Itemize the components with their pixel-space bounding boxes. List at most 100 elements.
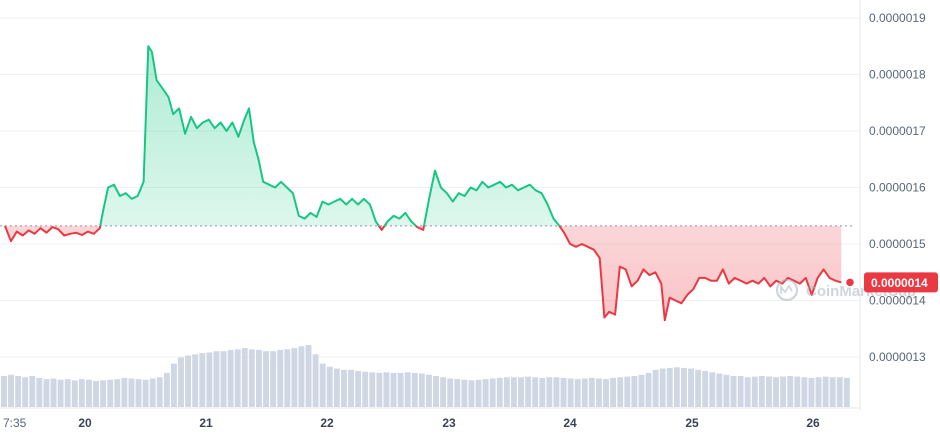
volume-bar — [362, 371, 369, 407]
volume-bar — [149, 378, 156, 407]
volume-bar — [241, 348, 248, 407]
volume-bar — [433, 376, 439, 407]
volume-bar — [702, 371, 709, 407]
volume-bar — [171, 363, 177, 407]
current-price-tag: 0.0000014 — [864, 272, 938, 293]
volume-bar — [397, 372, 404, 407]
volume-bar — [284, 349, 291, 407]
volume-bar — [532, 377, 539, 407]
current-price-badge — [864, 272, 938, 293]
volume-bar — [603, 379, 609, 407]
volume-bar — [503, 377, 510, 407]
volume-bar — [610, 377, 617, 407]
volume-bar — [773, 377, 779, 407]
volume-bar — [737, 376, 744, 407]
volume-bar — [305, 345, 312, 407]
volume-bar — [546, 377, 553, 407]
price-area-down — [5, 225, 842, 321]
volume-bar — [489, 378, 496, 407]
volume-bar — [659, 368, 666, 407]
volume-bar — [511, 377, 517, 407]
volume-bar — [185, 355, 192, 407]
volume-bar — [440, 377, 447, 407]
volume-bar — [581, 378, 588, 407]
volume-bar — [100, 380, 107, 407]
volume-bar — [107, 379, 114, 407]
volume-bar — [128, 378, 135, 407]
volume-bar — [631, 376, 638, 407]
volume-bar — [624, 376, 631, 407]
volume-bar — [277, 349, 284, 407]
y-tick-label: 0.0000017 — [869, 124, 926, 138]
y-axis: 0.0000013 0.0000014 0.0000015 0.0000016 0.00… — [869, 11, 926, 364]
volume-bar — [822, 376, 829, 407]
volume-bar — [751, 376, 758, 407]
x-tick-label: 25 — [685, 416, 699, 430]
volume-bar — [248, 349, 255, 407]
volume-bar — [411, 372, 418, 407]
volume-bar — [518, 377, 524, 407]
price-line-up — [4, 45, 561, 226]
volume-bar — [808, 377, 815, 407]
volume-bar — [418, 373, 425, 407]
volume-bar — [404, 372, 411, 407]
volume-bar — [227, 349, 234, 407]
volume-bar — [142, 379, 149, 407]
volume-bar — [213, 351, 220, 407]
volume-bar — [723, 374, 730, 407]
volume-bar — [553, 377, 560, 407]
volume-bar — [192, 354, 199, 407]
y-tick-label: 0.0000016 — [869, 181, 926, 195]
volume-bar — [780, 376, 787, 407]
volume-bar — [341, 369, 347, 407]
volume-bar — [298, 346, 305, 407]
volume-bar — [263, 351, 269, 407]
volume-bar — [8, 374, 14, 407]
volume-bar — [588, 377, 595, 407]
volume-bar — [71, 380, 78, 407]
volume-bar — [333, 368, 340, 407]
y-tick-label: 0.0000019 — [869, 11, 926, 25]
volume-bar — [843, 377, 850, 407]
volume-bar — [666, 367, 673, 407]
volume-bar — [673, 367, 680, 407]
volume-bar — [482, 379, 489, 407]
volume-bar — [596, 378, 602, 407]
volume-bar — [716, 373, 723, 407]
volume-bar — [376, 372, 383, 407]
volume-bar — [43, 379, 50, 407]
volume-bar — [617, 377, 624, 407]
volume-bar — [383, 372, 390, 407]
x-tick-label: 23 — [442, 416, 456, 430]
volume-bar — [199, 353, 206, 407]
y-tick-label: 0.0000013 — [869, 350, 926, 364]
volume-bar — [57, 379, 64, 407]
price-area — [5, 46, 842, 321]
volume-bar — [539, 377, 546, 407]
volume-bar — [390, 372, 397, 407]
volume-bar — [369, 372, 376, 407]
volume-bar — [695, 369, 702, 407]
x-tick-label: 26 — [806, 416, 820, 430]
volume-bar — [468, 380, 475, 407]
volume-bar — [426, 374, 432, 407]
volume-bar — [234, 349, 241, 407]
volume-bar — [135, 379, 142, 407]
volume-bar — [688, 368, 694, 407]
volume-bar — [114, 379, 121, 407]
volume-bar — [836, 377, 843, 407]
x-axis: 7:35 20 21 22 23 24 25 26 — [3, 416, 820, 430]
volume-bar — [758, 376, 765, 407]
volume-bars — [1, 345, 850, 407]
volume-bar — [709, 372, 716, 407]
volume-bar — [319, 363, 326, 407]
volume-bar — [121, 377, 128, 407]
volume-bar — [560, 377, 567, 407]
volume-bar — [794, 376, 801, 407]
volume-bar — [326, 366, 333, 407]
volume-bar — [1, 376, 7, 407]
volume-bar — [22, 377, 29, 407]
volume-bar — [50, 378, 57, 407]
volume-bar — [638, 374, 645, 407]
